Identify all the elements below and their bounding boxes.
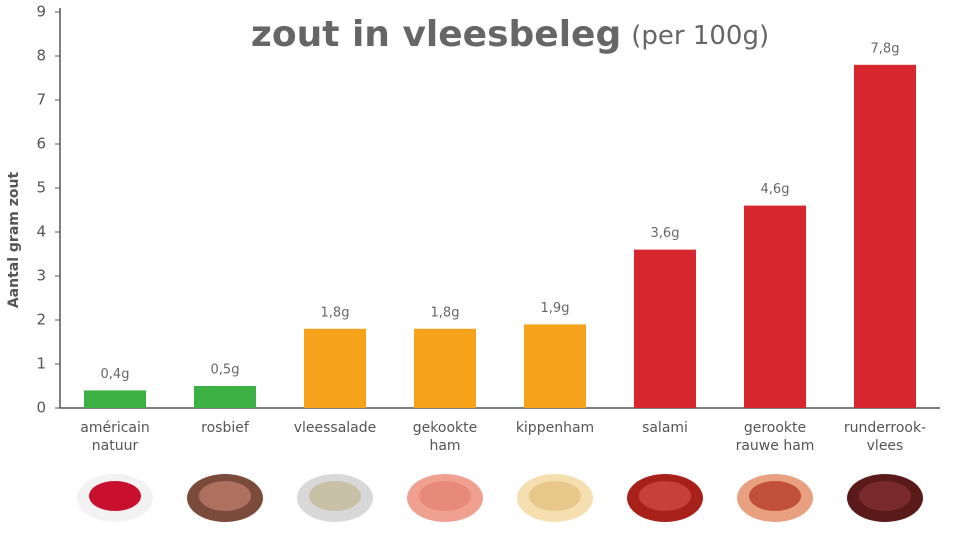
x-tick-label: américain natuur bbox=[80, 420, 150, 454]
chart-subtitle: (per 100g) bbox=[631, 21, 769, 51]
bar bbox=[854, 64, 916, 409]
y-tick-label: 8 bbox=[36, 47, 46, 65]
bar bbox=[414, 328, 476, 408]
y-tick-label: 9 bbox=[36, 3, 46, 21]
y-tick-label: 4 bbox=[36, 223, 46, 241]
bar bbox=[634, 249, 696, 408]
x-tick-label: gekookte ham bbox=[413, 420, 477, 454]
food-image-detail bbox=[89, 481, 141, 511]
value-label: 7,8g bbox=[871, 41, 900, 56]
food-image-detail bbox=[639, 481, 691, 511]
x-tick-label: salami bbox=[642, 420, 688, 436]
y-tick-label: 3 bbox=[36, 267, 46, 285]
value-label: 3,6g bbox=[651, 226, 680, 241]
food-image-detail bbox=[309, 481, 361, 511]
chart-title: zout in vleesbeleg bbox=[251, 14, 621, 55]
y-tick-label: 6 bbox=[36, 135, 46, 153]
x-tick-label: vleessalade bbox=[294, 420, 377, 436]
food-image-detail bbox=[199, 481, 251, 511]
y-tick-label: 0 bbox=[36, 399, 46, 417]
chart-title-group: zout in vleesbeleg (per 100g) bbox=[251, 14, 769, 55]
value-label: 0,5g bbox=[211, 363, 240, 378]
y-axis-label: Aantal gram zout bbox=[6, 172, 22, 309]
food-image-detail bbox=[859, 481, 911, 511]
bar bbox=[744, 205, 806, 408]
x-tick-label: kippenham bbox=[516, 420, 594, 436]
x-tick-label: rosbief bbox=[201, 420, 250, 436]
bar bbox=[304, 328, 366, 408]
food-image-detail bbox=[749, 481, 801, 511]
y-tick-label: 5 bbox=[36, 179, 46, 197]
value-label: 4,6g bbox=[761, 182, 790, 197]
y-tick-label: 1 bbox=[36, 355, 46, 373]
value-label: 0,4g bbox=[101, 367, 130, 382]
x-tick-label: runderrook-vlees bbox=[844, 420, 926, 454]
x-tick-label: gerookte rauwe ham bbox=[736, 420, 815, 454]
bar bbox=[194, 386, 256, 408]
value-label: 1,8g bbox=[431, 305, 460, 320]
value-label: 1,9g bbox=[541, 301, 570, 316]
y-tick-label: 2 bbox=[36, 311, 46, 329]
food-image-detail bbox=[419, 481, 471, 511]
food-image-detail bbox=[529, 481, 581, 511]
bar bbox=[524, 324, 586, 408]
value-label: 1,8g bbox=[321, 305, 350, 320]
y-tick-label: 7 bbox=[36, 91, 46, 109]
bar bbox=[84, 390, 146, 408]
